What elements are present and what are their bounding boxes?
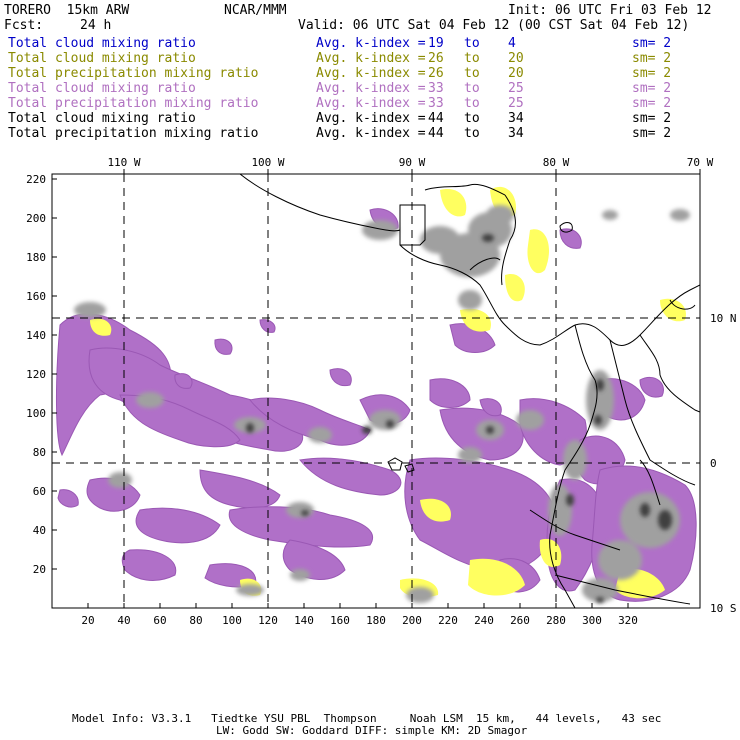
legend-to: 25: [508, 96, 524, 111]
legend-sm: sm= 2: [632, 36, 672, 51]
legend-index-label: Avg. k-index =: [316, 51, 426, 66]
x-tick-label: 180: [366, 614, 386, 627]
legend-field: Total precipitation mixing ratio: [8, 96, 259, 111]
model-title: TORERO 15km ARW: [4, 3, 130, 18]
y-tick-label: 160: [26, 290, 46, 303]
init-time: Init: 06 UTC Fri 03 Feb 12: [508, 3, 712, 18]
x-tick-label: 160: [330, 614, 350, 627]
legend-field: Total cloud mixing ratio: [8, 36, 196, 51]
legend-from: 33: [428, 96, 444, 111]
legend-to-word: to: [464, 126, 480, 141]
legend-to: 4: [508, 36, 516, 51]
model-info: Model Info: V3.3.1 Tiedtke YSU PBL Thomp…: [72, 712, 662, 725]
x-tick-label: 320: [618, 614, 638, 627]
legend-sm: sm= 2: [632, 81, 672, 96]
legend-to: 34: [508, 126, 524, 141]
legend-index-label: Avg. k-index =: [316, 126, 426, 141]
legend-to: 34: [508, 111, 524, 126]
x-tick-label: 120: [258, 614, 278, 627]
lon-label: 70 W: [687, 156, 714, 169]
lat-lon-grid: [52, 174, 700, 608]
legend-row: Total cloud mixing ratio Avg. k-index = 19…: [8, 36, 733, 51]
legend-row: Total precipitation mixing ratio Avg. k-i…: [8, 96, 733, 111]
legend-to: 25: [508, 81, 524, 96]
legend-sm: sm= 2: [632, 51, 672, 66]
y-tick-label: 40: [33, 524, 46, 537]
x-tick-label: 140: [294, 614, 314, 627]
lat-label: 10 N: [710, 312, 737, 325]
lon-label: 100 W: [251, 156, 284, 169]
valid-time: Valid: 06 UTC Sat 04 Feb 12 (00 CST Sat …: [298, 18, 690, 33]
legend-field: Total cloud mixing ratio: [8, 111, 196, 126]
x-tick-label: 40: [117, 614, 130, 627]
x-tick-label: 80: [189, 614, 202, 627]
legend-row: Total cloud mixing ratio Avg. k-index = 26…: [8, 51, 733, 66]
y-tick-label: 100: [26, 407, 46, 420]
lat-label: 10 S: [710, 602, 737, 615]
legend-index-label: Avg. k-index =: [316, 66, 426, 81]
legend-to-word: to: [464, 51, 480, 66]
forecast-hours: 24 h: [80, 18, 112, 33]
legend-row: Total precipitation mixing ratio Avg. k-i…: [8, 126, 733, 141]
y-tick-label: 80: [33, 446, 46, 459]
lon-label: 110 W: [107, 156, 140, 169]
y-tick-label: 200: [26, 212, 46, 225]
x-tick-label: 240: [474, 614, 494, 627]
cloud-dark: [246, 234, 672, 603]
legend-index-label: Avg. k-index =: [316, 81, 426, 96]
legend-to-word: to: [464, 81, 480, 96]
lat-label: 0: [710, 457, 717, 470]
legend-from: 33: [428, 81, 444, 96]
axis-ticks: 20 40 60 80 100 120 140 160 180 200 220 240 260 280 30…: [26, 156, 736, 627]
physics-info: LW: Godd SW: Goddard DIFF: simple KM: 2D…: [216, 724, 528, 737]
legend-sm: sm= 2: [632, 126, 672, 141]
y-tick-label: 60: [33, 485, 46, 498]
legend-to: 20: [508, 51, 524, 66]
legend-row: Total cloud mixing ratio Avg. k-index = 44…: [8, 111, 733, 126]
x-tick-label: 300: [582, 614, 602, 627]
lon-label: 90 W: [399, 156, 426, 169]
legend-from: 44: [428, 126, 444, 141]
lon-label: 80 W: [543, 156, 570, 169]
x-tick-label: 280: [546, 614, 566, 627]
legend-field: Total precipitation mixing ratio: [8, 66, 259, 81]
x-tick-label: 220: [438, 614, 458, 627]
legend-index-label: Avg. k-index =: [316, 36, 426, 51]
legend-from: 19: [428, 36, 444, 51]
precipitation-layer: [55, 186, 697, 603]
x-tick-label: 60: [153, 614, 166, 627]
legend-index-label: Avg. k-index =: [316, 111, 426, 126]
legend-to-word: to: [464, 36, 480, 51]
legend-to: 20: [508, 66, 524, 81]
x-tick-label: 20: [81, 614, 94, 627]
legend-to-word: to: [464, 111, 480, 126]
legend-from: 44: [428, 111, 444, 126]
legend-sm: sm= 2: [632, 111, 672, 126]
legend-from: 26: [428, 51, 444, 66]
legend-row: Total precipitation mixing ratio Avg. k-i…: [8, 66, 733, 81]
legend-to-word: to: [464, 96, 480, 111]
x-tick-label: 260: [510, 614, 530, 627]
legend-sm: sm= 2: [632, 66, 672, 81]
legend-index-label: Avg. k-index =: [316, 96, 426, 111]
legend-row: Total cloud mixing ratio Avg. k-index = 33…: [8, 81, 733, 96]
y-tick-label: 220: [26, 173, 46, 186]
organization: NCAR/MMM: [224, 3, 287, 18]
legend-to-word: to: [464, 66, 480, 81]
x-tick-label: 200: [402, 614, 422, 627]
x-tick-label: 100: [222, 614, 242, 627]
legend-field: Total precipitation mixing ratio: [8, 126, 259, 141]
legend-field: Total cloud mixing ratio: [8, 51, 196, 66]
legend-field: Total cloud mixing ratio: [8, 81, 196, 96]
legend-sm: sm= 2: [632, 96, 672, 111]
y-tick-label: 20: [33, 563, 46, 576]
legend-from: 26: [428, 66, 444, 81]
coastlines: [239, 174, 700, 608]
y-tick-label: 180: [26, 251, 46, 264]
y-tick-label: 120: [26, 368, 46, 381]
y-tick-label: 140: [26, 329, 46, 342]
forecast-label: Fcst:: [4, 18, 44, 33]
